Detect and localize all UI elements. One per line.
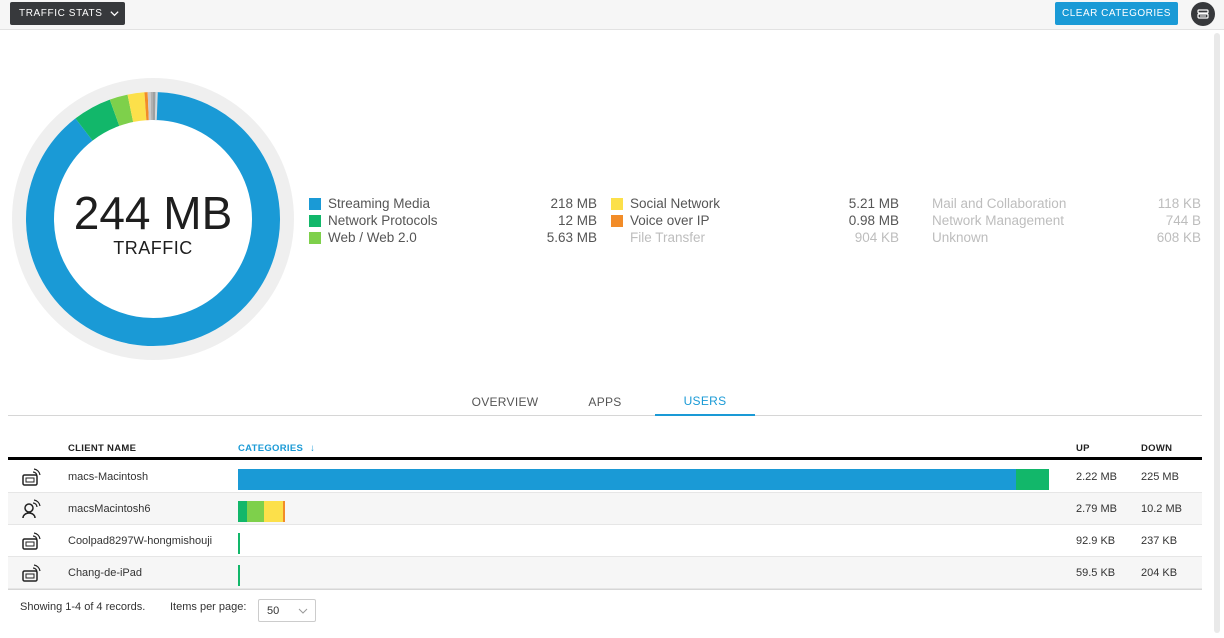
legend-item[interactable]: Streaming Media [309, 195, 430, 212]
download-value: 225 MB [1141, 471, 1179, 483]
table-header: CLIENT NAME CATEGORIES ↓ UP DOWN [8, 440, 1202, 460]
legend-value: 5.21 MB [848, 196, 899, 211]
legend-value: 12 MB [557, 213, 597, 228]
table-row[interactable]: macsMacintosh6 2.79 MB 10.2 MB [8, 493, 1202, 525]
category-bar-segment [238, 565, 240, 586]
tab-users[interactable]: USERS [655, 388, 755, 416]
records-count: Showing 1-4 of 4 records. [20, 601, 146, 613]
legend-label: Web / Web 2.0 [328, 230, 417, 245]
view-selector-label: TRAFFIC STATS [19, 8, 103, 19]
legend-label: Network Protocols [328, 213, 438, 228]
wireless-device-icon [22, 532, 41, 550]
legend-label: Social Network [630, 196, 721, 211]
legend-item[interactable]: File Transfer [630, 229, 705, 246]
legend-value: 608 KB [1156, 230, 1201, 245]
category-bar-segment [1016, 469, 1049, 490]
column-up[interactable]: UP [1076, 443, 1090, 454]
category-bar-segment [238, 501, 247, 522]
column-categories-label: CATEGORIES [238, 443, 304, 454]
legend-label: Streaming Media [328, 196, 431, 211]
donut-slice-network-protocols[interactable] [75, 99, 120, 141]
client-name[interactable]: macs-Macintosh [68, 471, 149, 483]
donut-svg [12, 78, 294, 360]
download-value: 10.2 MB [1141, 503, 1182, 515]
clear-categories-button[interactable]: CLEAR CATEGORIES [1055, 2, 1178, 25]
upload-value: 92.9 KB [1076, 535, 1116, 547]
legend-swatch [309, 231, 321, 244]
chevron-down-icon [109, 11, 119, 17]
client-name[interactable]: macsMacintosh6 [68, 503, 151, 515]
category-bar[interactable] [238, 565, 240, 586]
legend-item[interactable]: Network Protocols [309, 212, 438, 229]
client-name[interactable]: Coolpad8297W-hongmishouji [68, 535, 213, 547]
category-bar-segment [283, 501, 286, 522]
items-per-page-label: Items per page: [170, 601, 247, 613]
legend-item[interactable]: Network Management [932, 212, 1064, 229]
category-bar[interactable] [238, 501, 286, 522]
download-value: 237 KB [1141, 535, 1178, 547]
total-traffic-value: 244 MB [73, 187, 233, 239]
category-bar[interactable] [238, 533, 240, 554]
legend-value: 0.98 MB [848, 213, 899, 228]
legend-value: 744 B [1165, 213, 1201, 228]
legend-label: Unknown [932, 230, 989, 245]
chevron-down-icon [298, 608, 308, 614]
items-per-page-select[interactable]: 50 [258, 599, 316, 622]
legend-swatch [611, 197, 623, 210]
legend-item[interactable]: Social Network [611, 195, 720, 212]
category-bar[interactable] [238, 469, 1049, 490]
upload-value: 59.5 KB [1076, 567, 1116, 579]
total-traffic-label: TRAFFIC [113, 238, 193, 258]
client-name[interactable]: Chang-de-iPad [68, 567, 142, 579]
legend-item[interactable]: Web / Web 2.0 [309, 229, 417, 246]
legend-swatch [611, 214, 623, 227]
table-row[interactable]: Chang-de-iPad 59.5 KB 204 KB [8, 557, 1202, 589]
download-value: 204 KB [1141, 567, 1178, 579]
upload-value: 2.22 MB [1076, 471, 1117, 483]
column-down[interactable]: DOWN [1141, 443, 1173, 454]
table-footer: Showing 1-4 of 4 records. Items per page… [8, 589, 1202, 629]
legend-value: 118 KB [1157, 196, 1201, 211]
legend-item[interactable]: Unknown [932, 229, 988, 246]
wireless-device-icon [22, 564, 41, 582]
category-bar-segment [238, 533, 240, 554]
view-tabs: OVERVIEW APPS USERS [8, 388, 1202, 416]
upload-value: 2.79 MB [1076, 503, 1117, 515]
donut-slice-social-network[interactable] [127, 92, 147, 123]
legend-value: 904 KB [854, 230, 899, 245]
column-categories[interactable]: CATEGORIES ↓ [238, 443, 315, 454]
donut-track [12, 78, 294, 360]
category-bar-segment [246, 501, 264, 522]
sort-down-icon: ↓ [310, 443, 316, 454]
wireless-device-icon [22, 468, 41, 486]
table-row[interactable]: macs-Macintosh 2.22 MB 225 MB [8, 461, 1202, 493]
donut-slice-streaming-media[interactable] [26, 92, 280, 346]
legend-label: Mail and Collaboration [932, 196, 1067, 211]
table-row[interactable]: Coolpad8297W-hongmishouji 92.9 KB 237 KB [8, 525, 1202, 557]
scrollbar[interactable] [1214, 33, 1220, 633]
export-icon [1197, 9, 1209, 19]
legend-swatch [309, 214, 321, 227]
view-selector-dropdown[interactable]: TRAFFIC STATS [10, 2, 125, 25]
legend-item[interactable]: Mail and Collaboration [932, 195, 1066, 212]
legend-swatch [309, 197, 321, 210]
legend-label: Voice over IP [630, 213, 710, 228]
export-button[interactable] [1191, 2, 1215, 26]
category-bar-segment [238, 469, 1017, 490]
legend-value: 218 MB [550, 196, 597, 211]
legend-label: Network Management [932, 213, 1065, 228]
legend-item[interactable]: Voice over IP [611, 212, 710, 229]
traffic-donut-chart: 244 MB TRAFFIC [12, 78, 294, 360]
top-toolbar: TRAFFIC STATS CLEAR CATEGORIES [0, 0, 1224, 30]
column-client-name[interactable]: CLIENT NAME [68, 443, 137, 454]
user-wifi-icon [22, 499, 41, 519]
legend-value: 5.63 MB [546, 230, 597, 245]
category-bar-segment [263, 501, 284, 522]
items-per-page-value: 50 [267, 604, 280, 617]
tab-overview[interactable]: OVERVIEW [471, 395, 539, 409]
legend-label: File Transfer [630, 230, 706, 245]
tab-apps[interactable]: APPS [588, 395, 622, 409]
category-legend: Streaming Media 218 MB Network Protocols 12… [0, 195, 1224, 255]
donut-slice-web-web-2-0[interactable] [109, 94, 134, 126]
